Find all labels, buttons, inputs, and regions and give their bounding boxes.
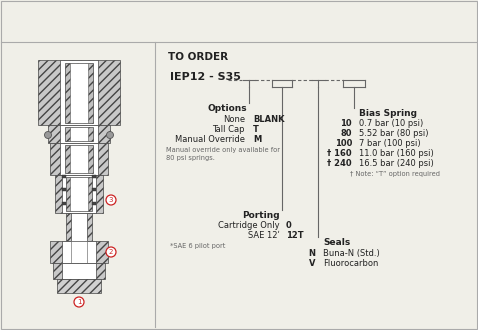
- Bar: [71, 241, 87, 263]
- Bar: [70, 177, 88, 211]
- Text: V: V: [309, 259, 315, 268]
- Bar: [62, 263, 96, 279]
- Circle shape: [74, 297, 84, 307]
- Text: 12T: 12T: [286, 231, 304, 240]
- Bar: [50, 241, 108, 263]
- Text: M: M: [253, 135, 261, 144]
- Text: Tall Cap: Tall Cap: [213, 125, 245, 134]
- Bar: [92, 175, 96, 178]
- Text: 11.0 bar (160 psi): 11.0 bar (160 psi): [359, 149, 434, 158]
- Bar: [70, 127, 88, 141]
- Circle shape: [107, 131, 113, 139]
- Text: Manual override only available for
80 psi springs.: Manual override only available for 80 ps…: [166, 147, 280, 161]
- Bar: [60, 125, 98, 143]
- Bar: [66, 213, 92, 241]
- Bar: [60, 60, 98, 125]
- Bar: [38, 60, 120, 125]
- Text: None: None: [223, 115, 245, 124]
- Text: 100: 100: [335, 139, 352, 148]
- Bar: [60, 143, 98, 175]
- Bar: [55, 175, 103, 213]
- Text: 10: 10: [340, 119, 352, 128]
- Circle shape: [44, 131, 52, 139]
- Bar: [53, 263, 105, 279]
- Bar: [92, 188, 96, 191]
- Bar: [48, 125, 110, 143]
- Circle shape: [106, 247, 116, 257]
- Bar: [70, 63, 88, 123]
- Text: † Note: “T” option required: † Note: “T” option required: [350, 171, 440, 177]
- Text: 16.5 bar (240 psi): 16.5 bar (240 psi): [359, 159, 434, 168]
- Text: 0.7 bar (10 psi): 0.7 bar (10 psi): [359, 119, 423, 128]
- Text: 1: 1: [77, 299, 81, 305]
- Bar: [92, 202, 96, 205]
- Text: † 160: † 160: [327, 149, 352, 158]
- Text: 5.52 bar (80 psi): 5.52 bar (80 psi): [359, 129, 428, 138]
- Bar: [65, 127, 93, 141]
- Text: Fluorocarbon: Fluorocarbon: [324, 259, 379, 268]
- Text: Cartridge Only: Cartridge Only: [218, 221, 280, 230]
- Text: SAE 12ʹ: SAE 12ʹ: [248, 231, 280, 240]
- Bar: [65, 63, 93, 123]
- Circle shape: [106, 195, 116, 205]
- Text: 0: 0: [286, 221, 292, 230]
- Text: N: N: [308, 249, 315, 258]
- Bar: [62, 202, 66, 205]
- Text: BLANK: BLANK: [253, 115, 284, 124]
- Bar: [70, 145, 88, 173]
- Bar: [62, 188, 66, 191]
- Text: Options: Options: [207, 104, 247, 113]
- Text: IEP12 - S35: IEP12 - S35: [170, 72, 241, 82]
- Bar: [62, 175, 66, 178]
- Text: *SAE 6 pilot port: *SAE 6 pilot port: [170, 243, 225, 249]
- Bar: [65, 145, 93, 173]
- Bar: [62, 241, 96, 263]
- Text: 2: 2: [109, 249, 113, 255]
- Bar: [62, 175, 96, 213]
- Text: Bias Spring: Bias Spring: [359, 109, 417, 118]
- Text: 3: 3: [109, 197, 113, 203]
- Text: Buna-N (Std.): Buna-N (Std.): [324, 249, 380, 258]
- Text: T: T: [253, 125, 259, 134]
- Bar: [50, 143, 108, 175]
- Text: Porting: Porting: [242, 211, 280, 220]
- Bar: [57, 279, 101, 293]
- Text: 7 bar (100 psi): 7 bar (100 psi): [359, 139, 421, 148]
- Bar: [71, 213, 87, 241]
- Text: 80: 80: [340, 129, 352, 138]
- Text: TO ORDER: TO ORDER: [168, 52, 228, 62]
- Text: † 240: † 240: [327, 159, 352, 168]
- Text: Seals: Seals: [324, 238, 351, 247]
- Text: Manual Override: Manual Override: [175, 135, 245, 144]
- Bar: [66, 177, 92, 211]
